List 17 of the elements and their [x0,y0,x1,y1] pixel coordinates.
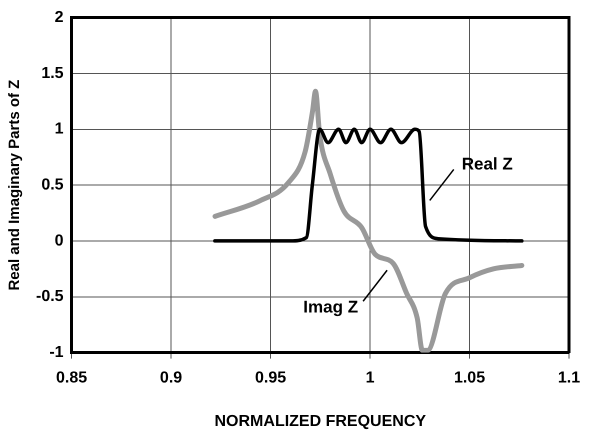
y-tick-label: 1 [54,120,64,138]
y-tick-label: 2 [54,9,64,26]
y-tick-label: 1.5 [41,64,64,82]
line-series [213,128,524,243]
annotation: Imag Z [303,297,358,316]
x-tick-label: 0.85 [56,370,88,387]
y-tick-label: 0 [54,232,64,250]
x-axis-title: NORMALIZED FREQUENCY [214,412,426,430]
x-tick-label: 1.05 [454,370,486,387]
y-tick-label: -0.5 [36,288,64,306]
x-tick-label: 0.9 [160,370,182,387]
x-tick-label: 1 [366,370,375,387]
y-tick-label: -1 [49,344,64,362]
x-tick-label: 1.1 [558,370,580,387]
x-tick-label: 0.95 [254,370,286,387]
y-axis-title: Real and Imaginary Parts of Z [6,80,24,291]
y-tick-label: 0.5 [41,176,64,194]
